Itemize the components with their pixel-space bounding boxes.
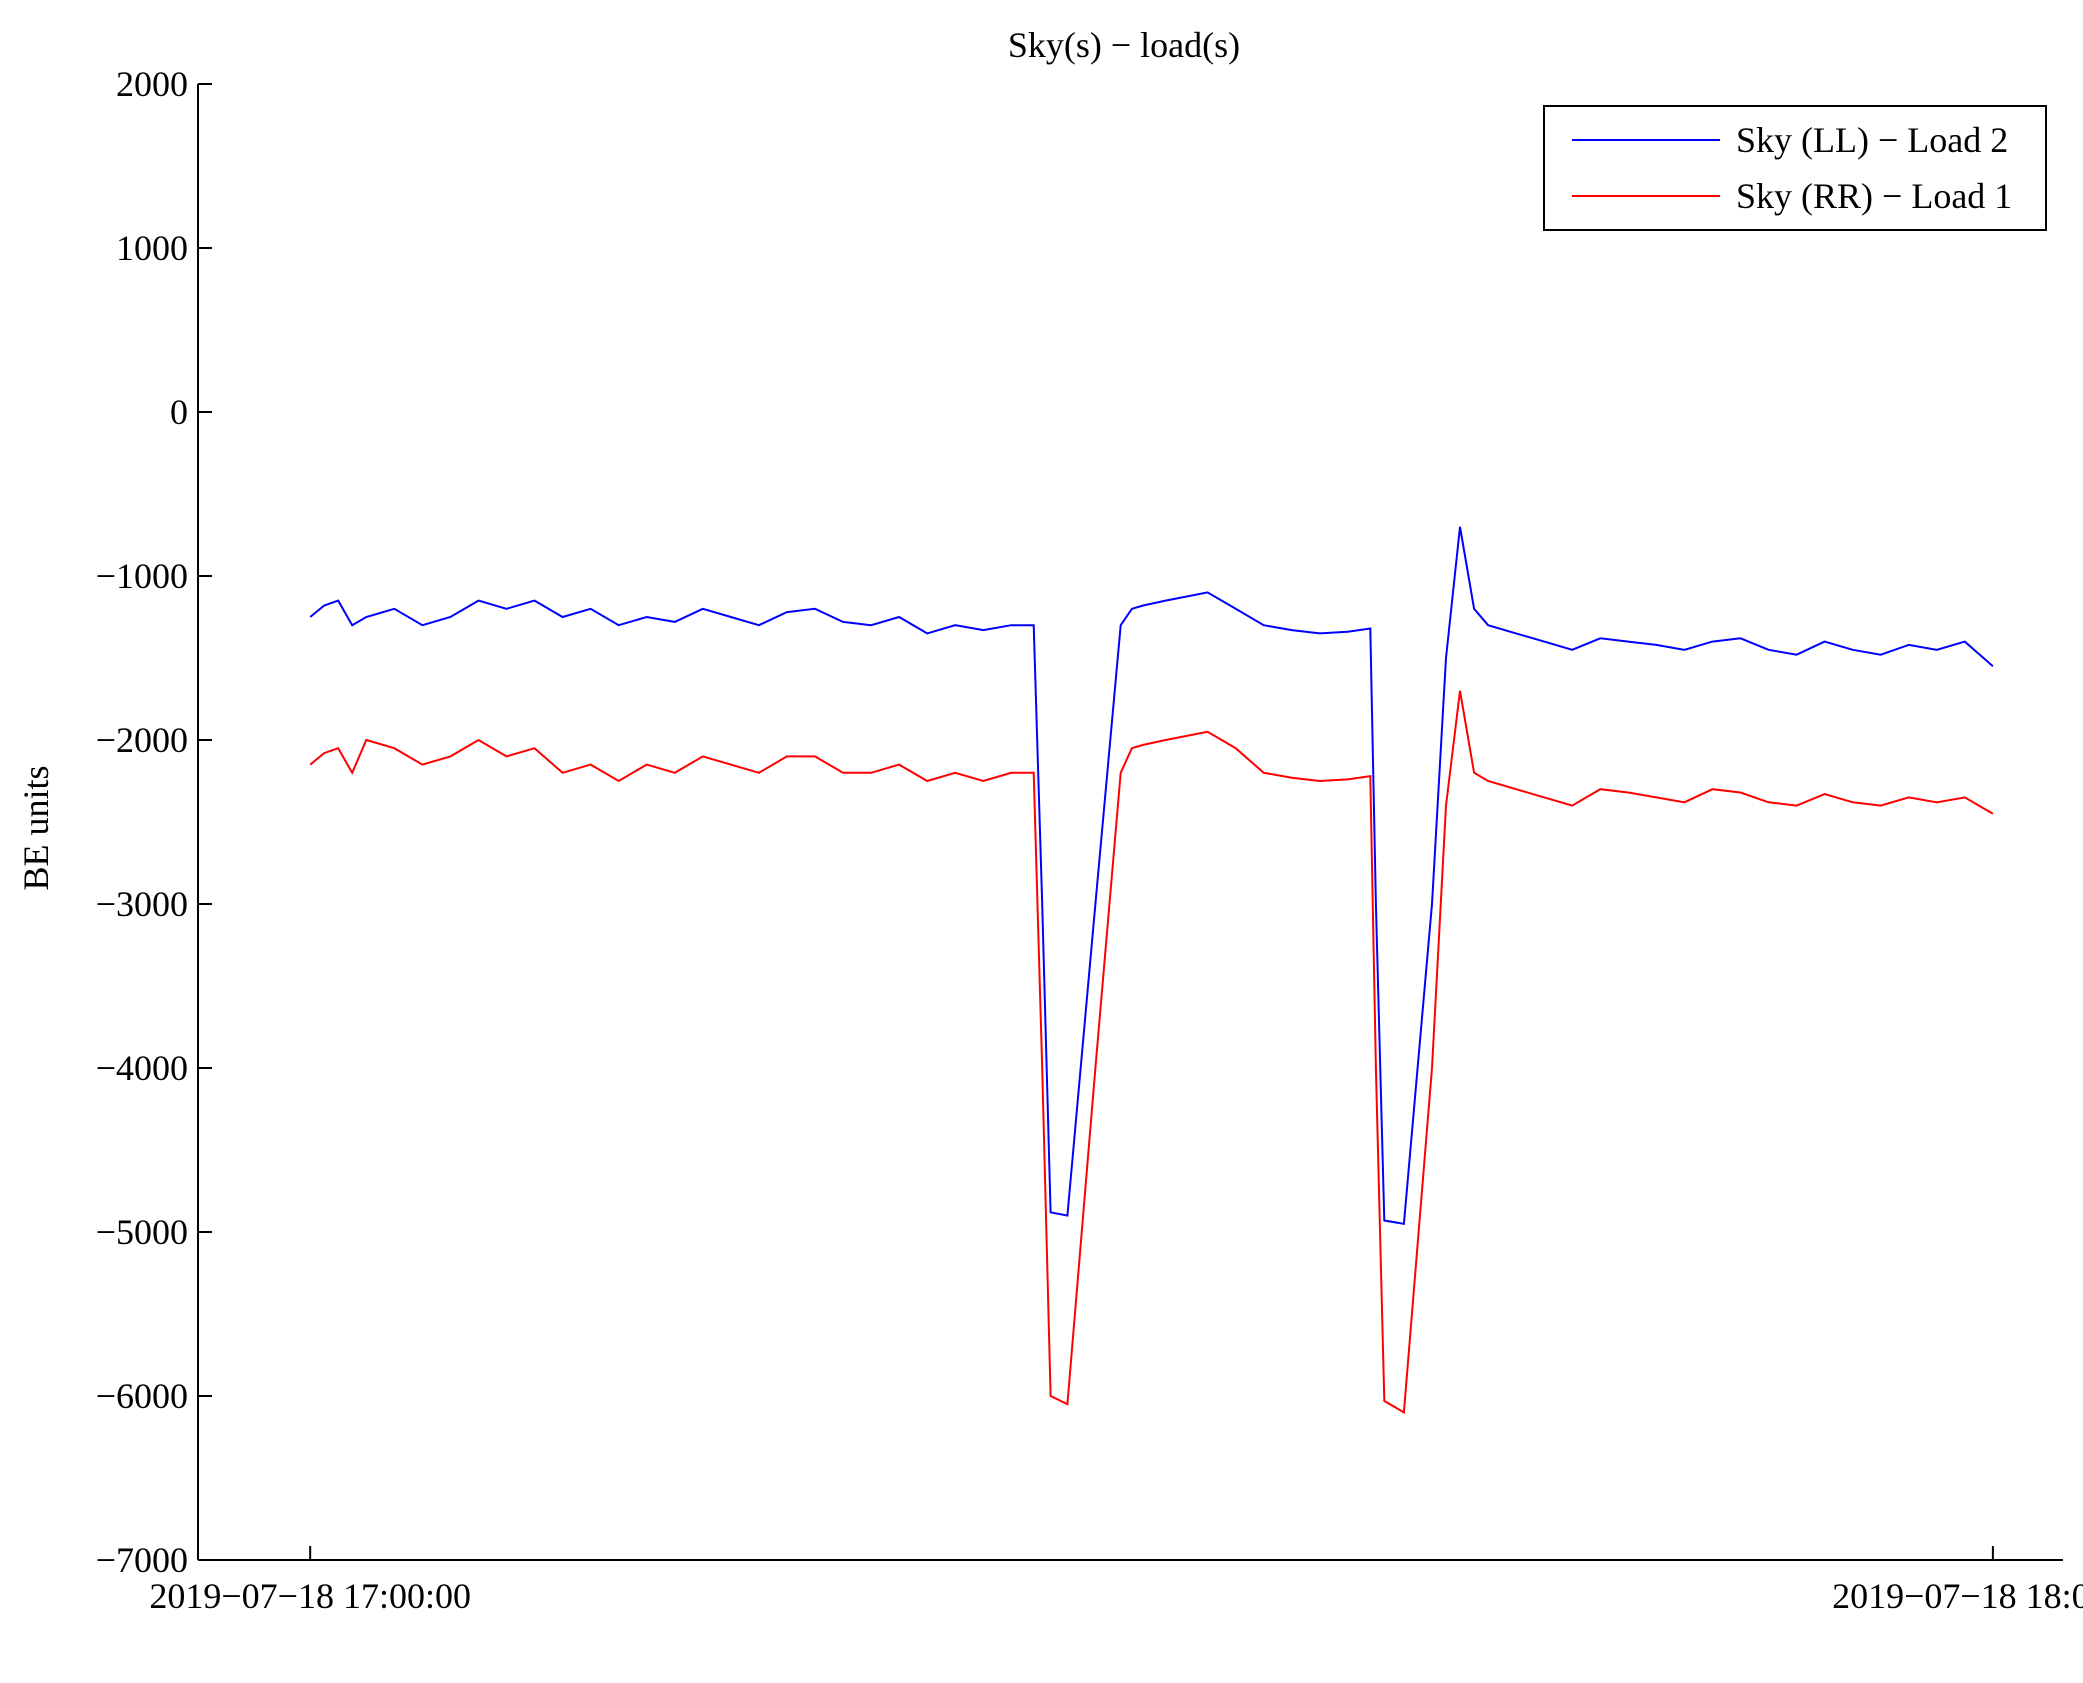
series-line-0 bbox=[309, 526, 1994, 1225]
y-tick-label: −7000 bbox=[96, 1540, 188, 1580]
y-axis-label: BE units bbox=[16, 765, 56, 890]
legend-box bbox=[1543, 105, 2047, 231]
y-tick-label: −5000 bbox=[96, 1212, 188, 1252]
y-tick-label: −1000 bbox=[96, 556, 188, 596]
legend-label-rr: Sky (RR) − Load 1 bbox=[1736, 176, 2012, 216]
x-tick-label: 2019−07−18 18:00:00 bbox=[1832, 1576, 2083, 1616]
y-tick-label: −4000 bbox=[96, 1048, 188, 1088]
y-tick-label: 1000 bbox=[116, 228, 188, 268]
y-tick-label: 2000 bbox=[116, 64, 188, 104]
y-ticks: 2000 1000 0 −1000 −2000 −3000 −4000 −5000 −6000 −… bbox=[96, 64, 212, 1580]
y-tick-label: −6000 bbox=[96, 1376, 188, 1416]
x-axis: 2019−07−18 17:00:00 2019−07−18 18:00:00 bbox=[149, 1546, 2083, 1616]
y-tick-label: −2000 bbox=[96, 720, 188, 760]
legend: Sky (LL) − Load 2 Sky (RR) − Load 1 bbox=[1543, 105, 2047, 231]
chart-title: Sky(s) − load(s) bbox=[1008, 25, 1240, 65]
y-tick-label: −3000 bbox=[96, 884, 188, 924]
y-axis: 2000 1000 0 −1000 −2000 −3000 −4000 −5000 −6000 −… bbox=[96, 64, 212, 1580]
y-tick-label: 0 bbox=[170, 392, 188, 432]
legend-label-ll: Sky (LL) − Load 2 bbox=[1736, 120, 2008, 160]
x-tick-label: 2019−07−18 17:00:00 bbox=[149, 1576, 471, 1616]
x-ticks: 2019−07−18 17:00:00 2019−07−18 18:00:00 bbox=[149, 1546, 2083, 1616]
series-line-1 bbox=[309, 690, 1994, 1415]
plot-area bbox=[309, 526, 1994, 1415]
